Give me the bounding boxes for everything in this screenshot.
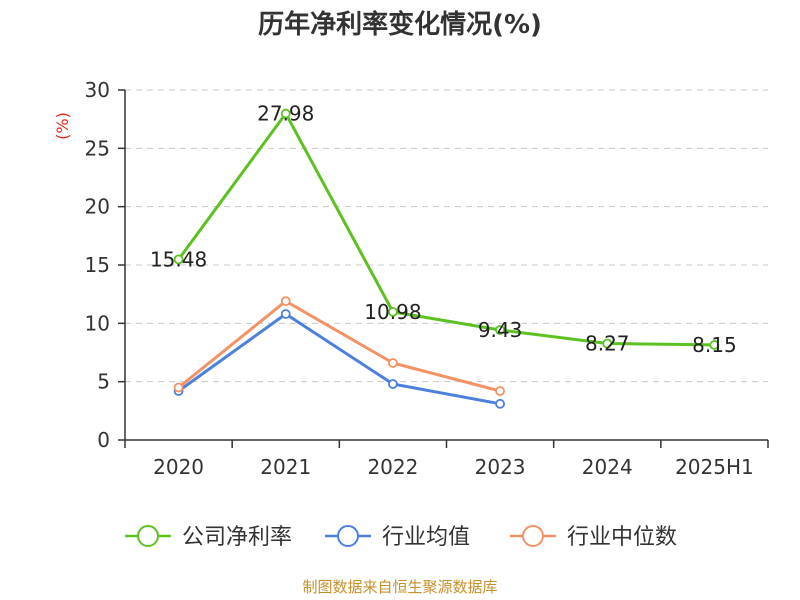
data-point <box>280 108 291 119</box>
y-tick-label: 15 <box>85 253 110 277</box>
data-point <box>709 340 720 350</box>
data-label: 10.98 <box>364 300 421 324</box>
y-tick-label: 0 <box>97 428 110 452</box>
data-labels: 15.48 27.98 10.98 9.43 8.27 8.15 <box>150 102 737 357</box>
y-tick-label: 30 <box>85 78 110 102</box>
legend-label: 公司净利率 <box>182 525 292 550</box>
axes: 0 5 10 15 20 25 30 2020 2021 2022 2023 2024 2025H1 <box>85 78 769 479</box>
series-line-2 <box>177 299 501 393</box>
source-note: 制图数据来自恒生聚源数据库 <box>302 578 497 596</box>
data-label: 15.48 <box>150 247 207 271</box>
legend-label: 行业中位数 <box>567 525 677 550</box>
x-tick-label: 2023 <box>475 455 526 479</box>
chart-title: 历年净利率变化情况(%) <box>258 9 542 40</box>
y-tick-label: 25 <box>85 136 110 160</box>
data-label: 8.15 <box>692 333 737 357</box>
legend-swatch-marker <box>337 525 359 547</box>
data-point <box>280 309 291 319</box>
series-layer <box>173 108 720 409</box>
series-line-0 <box>177 112 715 347</box>
legend-swatch-marker <box>137 525 159 547</box>
data-point <box>173 254 184 265</box>
y-tick-label: 10 <box>85 311 110 335</box>
data-point <box>602 338 613 349</box>
x-tick-label: 2021 <box>260 455 311 479</box>
x-tick-label: 2024 <box>582 455 633 479</box>
data-point <box>388 379 398 389</box>
x-tick-label: 2022 <box>367 455 418 479</box>
data-label: 9.43 <box>478 318 523 342</box>
series-line-1 <box>177 312 501 406</box>
data-label: 27.98 <box>257 102 314 126</box>
x-tick-label: 2020 <box>153 455 204 479</box>
data-point <box>173 382 184 393</box>
data-point <box>388 306 398 317</box>
y-tick-label: 20 <box>85 195 110 219</box>
data-point <box>495 325 505 335</box>
legend-label: 行业均值 <box>382 525 470 550</box>
data-point <box>388 358 398 368</box>
data-point <box>495 386 505 396</box>
y-axis-unit: (%) <box>53 112 72 140</box>
x-tick-label: 2025H1 <box>675 455 754 479</box>
legend-swatch-marker <box>522 525 544 547</box>
grid-lines <box>125 89 768 383</box>
y-tick-label: 5 <box>97 370 110 394</box>
data-label: 8.27 <box>585 332 630 356</box>
data-point <box>280 296 291 307</box>
legend: 公司净利率 行业均值 行业中位数 <box>125 525 677 550</box>
data-point <box>495 398 505 409</box>
